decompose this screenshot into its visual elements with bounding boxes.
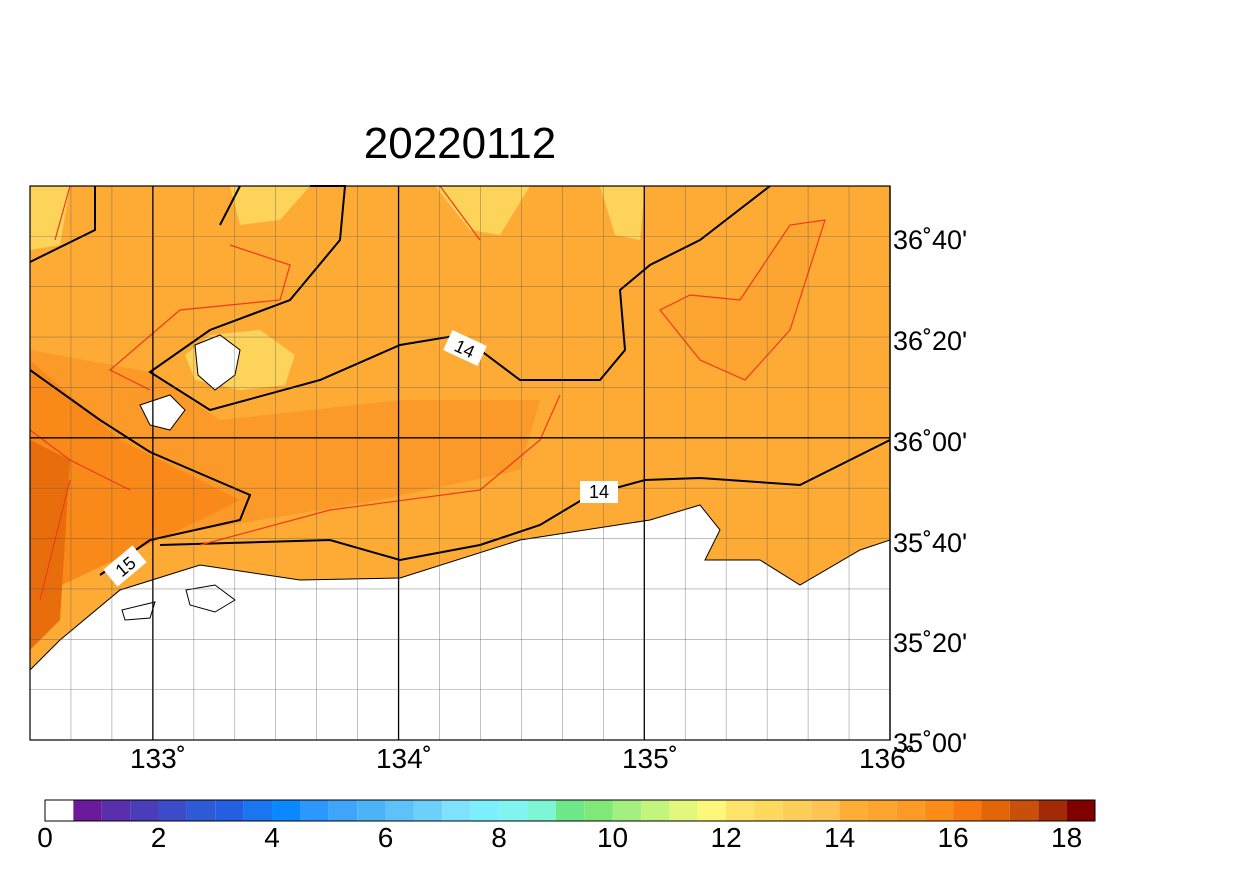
colorbar-box [413, 800, 443, 821]
colorbar-box [272, 800, 301, 821]
lat-label: 35˚00' [893, 728, 967, 758]
title: 20220112 [364, 119, 557, 168]
colorbar-tick-label: 16 [938, 822, 969, 853]
colorbar-tick-label: 12 [711, 822, 742, 853]
contour-label-box [103, 545, 147, 587]
contour-line-minor [29, 185, 561, 601]
colorbar-tick-label: 10 [597, 822, 628, 853]
lat-label: 36˚40' [893, 225, 967, 255]
colorbar-box [754, 800, 783, 821]
colorbar-tick-label: 2 [151, 822, 167, 853]
colorbar-box [697, 800, 727, 821]
colorbar-box [499, 800, 528, 821]
lon-label: 134˚ [376, 743, 432, 774]
colorbar-tick-label: 14 [824, 822, 855, 853]
island [121, 584, 236, 621]
lat-label: 35˚40' [893, 528, 967, 558]
colorbar-box [527, 800, 556, 821]
lat-label: 36˚00' [893, 427, 967, 457]
colorbar-box [101, 800, 131, 821]
colorbar-box [669, 800, 698, 821]
colorbar-box [442, 800, 471, 821]
colorbar-box [924, 800, 954, 821]
sea-15 [30, 360, 240, 600]
colorbar-tick-label: 8 [491, 822, 507, 853]
colorbar-box [130, 800, 159, 821]
colorbar-box [896, 800, 925, 821]
sea-15-5 [30, 440, 70, 650]
map: 14 14 15 36˚40' 36˚20' 36˚00' 35˚40' 35˚… [29, 185, 967, 774]
colorbar-box [357, 800, 386, 821]
contour-line [29, 185, 891, 576]
colorbar-box [158, 800, 187, 821]
colorbar-tick-label: 0 [37, 822, 53, 853]
lat-label: 36˚20' [893, 326, 967, 356]
colorbar-box [470, 800, 500, 821]
colorbar-box [612, 800, 641, 821]
colorbar-box [385, 800, 414, 821]
colorbar-box [981, 800, 1010, 821]
grid [29, 185, 891, 741]
colorbar-frame [44, 799, 1096, 822]
colorbar-box [300, 800, 329, 821]
colorbar-box [243, 800, 273, 821]
contour-label: 14 [589, 482, 609, 502]
colorbar-box [726, 800, 755, 821]
colorbar-box [1038, 800, 1067, 821]
contour-label-box [443, 330, 487, 366]
sea-warm-eddy [659, 219, 826, 381]
lon-label: 135˚ [622, 743, 678, 774]
colorbar-box [953, 800, 982, 821]
colorbar-box [640, 800, 670, 821]
contour-label-box [580, 481, 618, 503]
colorbar: 0 2 4 6 8 10 12 14 16 18 [37, 799, 1096, 853]
colorbar-box [555, 800, 585, 821]
colorbar-box [328, 800, 358, 821]
colorbar-box [1009, 800, 1039, 821]
lon-label: 136˚ [859, 743, 915, 774]
colorbar-box [186, 800, 216, 821]
colorbar-box [215, 800, 244, 821]
lat-label: 35˚20' [893, 628, 967, 658]
colorbar-box [811, 800, 840, 821]
colorbar-box [584, 800, 613, 821]
lon-label: 133˚ [130, 743, 186, 774]
map-frame [29, 185, 891, 741]
colorbar-tick-label: 4 [264, 822, 280, 853]
colorbar-box [45, 800, 74, 821]
colorbar-box [867, 800, 897, 821]
colorbar-box [73, 800, 102, 821]
colorbar-box [1066, 800, 1095, 821]
colorbar-tick-label: 6 [378, 822, 394, 853]
colorbar-tick-label: 18 [1051, 822, 1082, 853]
colorbar-box [839, 800, 868, 821]
colorbar-box [782, 800, 812, 821]
